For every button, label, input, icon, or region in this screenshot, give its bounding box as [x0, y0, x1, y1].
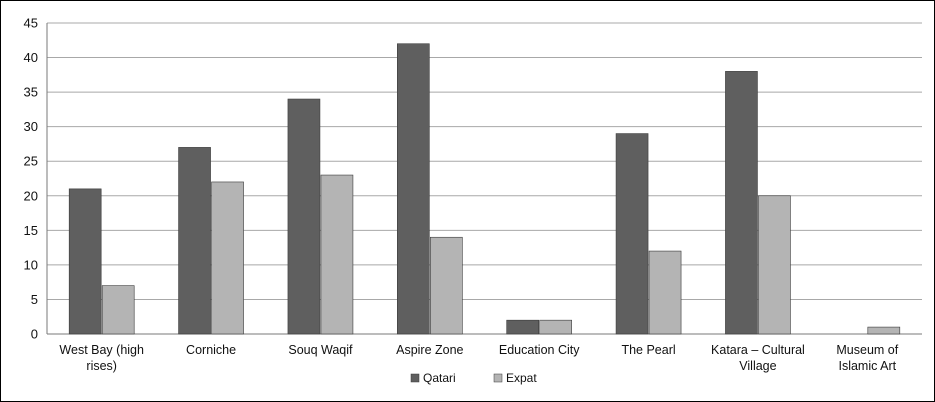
y-tick-label: 40	[24, 50, 38, 65]
y-tick-label: 30	[24, 119, 38, 134]
x-category-label: Village	[739, 359, 776, 373]
legend-swatch-expat	[493, 373, 503, 383]
bar-expat	[211, 181, 244, 335]
x-category-label: Museum of	[836, 343, 898, 357]
bar-expat	[648, 250, 682, 335]
x-category-label: Katara – Cultural	[711, 343, 805, 357]
bar-qatari	[68, 188, 102, 335]
bar-qatari	[397, 43, 430, 335]
legend-label-qatari: Qatari	[423, 371, 456, 385]
bar-qatari	[287, 98, 321, 335]
bar-qatari	[725, 71, 758, 335]
bar-expat	[101, 285, 135, 335]
bar-expat	[758, 195, 791, 335]
y-tick-label: 5	[31, 292, 38, 307]
x-category-label: rises)	[86, 359, 117, 373]
x-category-label: Education City	[499, 343, 580, 357]
bar-expat	[320, 174, 354, 335]
y-tick-label: 45	[24, 16, 38, 31]
bar-expat	[867, 326, 901, 335]
bar-expat	[430, 236, 463, 335]
x-category-label: Aspire Zone	[396, 343, 463, 357]
legend-swatch-qatari	[410, 373, 420, 383]
y-tick-label: 10	[24, 257, 38, 272]
bar-expat	[539, 319, 572, 335]
x-category-label: Souq Waqif	[288, 343, 353, 357]
y-tick-label: 0	[31, 327, 38, 342]
x-category-label: Islamic Art	[838, 359, 896, 373]
y-tick-label: 25	[24, 154, 38, 169]
y-tick-label: 35	[24, 85, 38, 100]
legend-label-expat: Expat	[506, 371, 537, 385]
y-tick-label: 15	[24, 223, 38, 238]
x-category-label: The Pearl	[621, 343, 675, 357]
x-category-label: Corniche	[186, 343, 236, 357]
bar-qatari	[506, 319, 539, 335]
bar-qatari	[615, 133, 649, 335]
y-tick-label: 20	[24, 188, 38, 203]
x-category-label: West Bay (high	[59, 343, 144, 357]
bar-qatari	[178, 147, 211, 335]
